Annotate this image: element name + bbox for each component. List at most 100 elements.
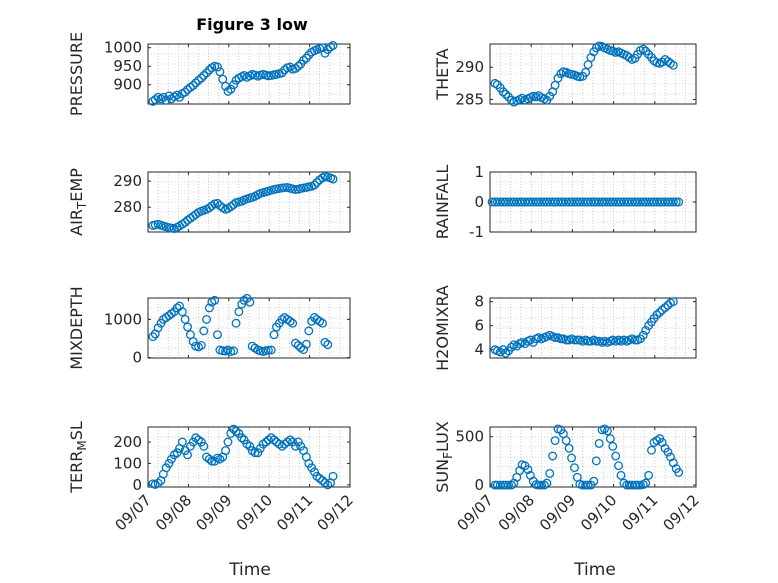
- y-tick-label: 0: [132, 476, 142, 494]
- data-point: [266, 345, 276, 355]
- figure-title: Figure 3 low: [196, 15, 308, 34]
- data-point: [269, 435, 279, 445]
- data-point: [525, 335, 535, 345]
- y-axis-label: PRESSURE: [67, 32, 86, 116]
- data-point: [498, 87, 508, 97]
- data-point: [221, 446, 231, 456]
- data-point: [215, 67, 225, 77]
- data-point: [199, 71, 209, 80]
- data-point: [602, 426, 612, 436]
- data-point: [202, 314, 212, 324]
- data-point: [150, 95, 160, 105]
- data-point: [495, 347, 505, 357]
- x-tick-label: 09/09: [192, 491, 235, 534]
- x-tick-label: 09/11: [273, 491, 316, 534]
- axes-box: [147, 43, 351, 105]
- data-point: [274, 439, 284, 449]
- data-point: [657, 305, 667, 315]
- y-axis-label: H2OMIXRA: [433, 285, 452, 371]
- data-point: [229, 424, 239, 434]
- data-point: [299, 345, 308, 355]
- y-tick-label: 8: [474, 293, 484, 311]
- data-point: [280, 439, 290, 449]
- data-point: [644, 470, 654, 480]
- data-point: [213, 62, 222, 72]
- data-point: [318, 318, 327, 328]
- data-point: [226, 84, 236, 94]
- data-point: [545, 91, 555, 101]
- data-point: [180, 87, 190, 97]
- data-point: [548, 451, 558, 461]
- data-point: [318, 476, 327, 486]
- data-point: [183, 450, 193, 460]
- data-point: [242, 439, 252, 449]
- y-tick-label: 280: [113, 198, 142, 216]
- data-point: [655, 307, 665, 317]
- data-point: [204, 303, 214, 313]
- data-point: [223, 437, 233, 447]
- data-point: [567, 453, 577, 463]
- data-point: [158, 92, 168, 102]
- data-point: [183, 322, 193, 332]
- x-tick-label: 09/12: [660, 491, 703, 534]
- x-tick-label: 09/07: [454, 491, 497, 534]
- axes-box: [147, 426, 351, 488]
- y-tick-label: 0: [474, 193, 484, 211]
- data-point: [213, 198, 222, 208]
- data-point: [229, 200, 239, 210]
- data-point: [506, 480, 516, 490]
- data-point: [309, 467, 319, 477]
- y-axis-label: THETA: [433, 48, 452, 100]
- data-point: [652, 310, 662, 320]
- data-point: [164, 458, 174, 468]
- data-point: [299, 55, 308, 65]
- x-axis-label-right: Time: [573, 560, 616, 580]
- y-tick-label: 290: [455, 58, 484, 76]
- data-point: [616, 470, 626, 480]
- subplot-rainfall: -1 0 1 RAINFALL: [433, 163, 697, 241]
- data-point: [515, 466, 525, 475]
- data-point: [553, 73, 563, 83]
- y-tick-label: 500: [455, 428, 484, 446]
- data-point: [196, 340, 206, 350]
- data-point: [328, 471, 338, 481]
- data-point: [194, 435, 203, 445]
- data-point: [647, 445, 656, 455]
- data-point: [589, 476, 599, 486]
- data-point: [285, 316, 295, 326]
- data-point: [542, 478, 552, 488]
- data-point: [282, 437, 292, 447]
- data-point: [234, 307, 244, 317]
- data-point: [501, 480, 511, 490]
- data-point: [312, 177, 322, 187]
- data-point: [638, 44, 648, 54]
- data-point: [657, 57, 667, 67]
- data-point: [229, 80, 239, 90]
- data-point: [272, 437, 281, 447]
- data-point: [641, 478, 651, 488]
- data-point: [611, 451, 621, 461]
- data-point: [191, 433, 201, 443]
- y-tick-label: 1000: [104, 39, 142, 57]
- data-point: [258, 439, 268, 449]
- data-point: [177, 437, 187, 447]
- data-point: [633, 480, 642, 490]
- data-point: [594, 439, 604, 448]
- data-point: [288, 318, 298, 328]
- data-point: [550, 333, 560, 343]
- data-point: [674, 197, 684, 207]
- data-point: [506, 342, 516, 352]
- data-point: [301, 339, 311, 349]
- data-point: [194, 75, 203, 85]
- data-point: [660, 303, 670, 313]
- x-tick-label: 09/09: [536, 491, 579, 534]
- axes-box: [147, 171, 351, 233]
- data-point: [153, 323, 163, 333]
- axes-box: [489, 43, 697, 105]
- x-tick-label: 09/10: [233, 491, 276, 534]
- data-point: [304, 50, 314, 60]
- data-point: [323, 340, 333, 350]
- data-point: [668, 60, 678, 70]
- data-point: [183, 85, 193, 95]
